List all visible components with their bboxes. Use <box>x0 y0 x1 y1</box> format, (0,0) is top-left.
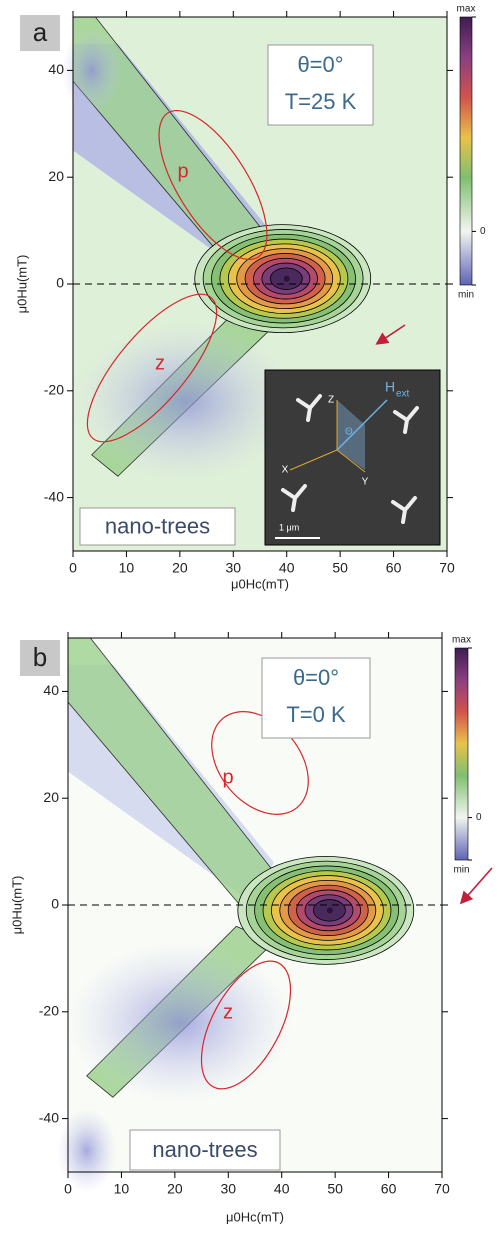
x-tick-label: 0 <box>64 1181 72 1197</box>
panel: pz0 10 20 30 40 50 60 70-40-2002040μ0Hc(mT)μ0Hu… <box>14 4 486 592</box>
nano-tree <box>393 406 419 434</box>
colorbar-label: min <box>453 865 469 876</box>
panel: p z 0 10 20 30 40 50 60 70 -40 -20 0 20 40 μ0Hc(mT) μ0Hu… <box>9 632 493 1224</box>
annotation-box <box>267 44 374 126</box>
colorbar-label: 0 <box>476 812 482 823</box>
y-tick-label: 0 <box>51 896 59 912</box>
inset-angle: Θ <box>345 427 353 438</box>
colorbar <box>459 16 473 286</box>
panel-label: a <box>33 17 48 47</box>
colorbar-label: 0 <box>480 226 486 237</box>
y-tick-label: -40 <box>44 488 64 504</box>
x-tick-label: 50 <box>327 1181 343 1197</box>
colorbar-label: max <box>457 4 476 15</box>
axis-x <box>289 449 338 471</box>
x-tick-label: 0 <box>69 560 77 576</box>
axis-y <box>336 449 366 473</box>
nano-tree <box>391 496 417 524</box>
y-tick-label: 40 <box>43 682 59 698</box>
annotation: T=25 K <box>285 89 357 114</box>
panel-label-box <box>20 640 60 676</box>
blue-patch <box>61 27 122 114</box>
nano-tree <box>296 394 322 422</box>
scale-label: 1 μm <box>279 522 299 532</box>
arrow <box>375 324 406 345</box>
panel-label-box <box>20 15 60 51</box>
y-tick-label: -20 <box>44 382 64 398</box>
region-outline <box>200 960 292 1090</box>
region-label: p <box>177 160 188 182</box>
inset-field-sub: ext <box>396 389 410 400</box>
x-axis-label: μ0Hc(mT) <box>231 576 289 591</box>
colorbar <box>454 647 469 861</box>
sample-box <box>79 507 236 546</box>
region-label: z <box>223 1001 233 1023</box>
peak <box>326 907 333 914</box>
blue-patch <box>73 321 298 482</box>
annotation: θ=0° <box>293 665 339 690</box>
x-tick-label: 40 <box>274 1181 290 1197</box>
y-tick-label: 20 <box>43 789 59 805</box>
peak <box>283 275 290 282</box>
inset-axis-label: X <box>282 465 289 476</box>
x-tick-label: 20 <box>172 560 188 576</box>
y-tick-label: -20 <box>39 1003 59 1019</box>
y-tick-label: 40 <box>48 61 64 77</box>
x-tick-label: 70 <box>439 560 455 576</box>
x-tick-label: 60 <box>386 560 402 576</box>
colorbar-label: max <box>452 635 471 646</box>
annotation: T=0 K <box>286 702 346 727</box>
inset-field: H <box>385 379 395 395</box>
x-tick-label: 50 <box>332 560 348 576</box>
y-axis-label: μ0Hu(mT) <box>9 876 24 935</box>
sample-label: nano-trees <box>152 1137 257 1162</box>
x-tick-label: 10 <box>119 560 135 576</box>
x-tick-label: 40 <box>279 560 295 576</box>
y-tick-label: 0 <box>56 275 64 291</box>
sample-label: nano-trees <box>105 513 210 538</box>
annotation-box <box>261 657 371 739</box>
inset-axis-label: Z <box>328 395 334 406</box>
sample-box <box>129 1129 281 1171</box>
x-tick-label: 20 <box>167 1181 183 1197</box>
x-tick-label: 60 <box>381 1181 397 1197</box>
region-label: p <box>222 766 233 788</box>
field-vector <box>336 399 388 451</box>
x-tick-label: 30 <box>220 1181 236 1197</box>
y-axis-label: μ0Hu(mT) <box>14 255 29 314</box>
y-tick-label: -40 <box>39 1109 59 1125</box>
colorbar-label: min <box>458 290 474 301</box>
x-tick-label: 10 <box>114 1181 130 1197</box>
region-outline <box>86 293 218 443</box>
x-tick-label: 30 <box>225 560 241 576</box>
arrow <box>459 867 493 905</box>
x-axis-label: μ0Hc(mT) <box>226 1209 284 1224</box>
y-tick-label: 20 <box>48 168 64 184</box>
inset-axis-label: Y <box>362 477 369 488</box>
region-outline <box>158 109 268 261</box>
region-label: z <box>155 352 165 374</box>
blue-patch <box>68 942 293 1103</box>
annotation: θ=0° <box>297 52 343 77</box>
x-tick-label: 70 <box>434 1181 450 1197</box>
nano-tree <box>281 484 307 512</box>
panel-label: b <box>33 642 47 672</box>
